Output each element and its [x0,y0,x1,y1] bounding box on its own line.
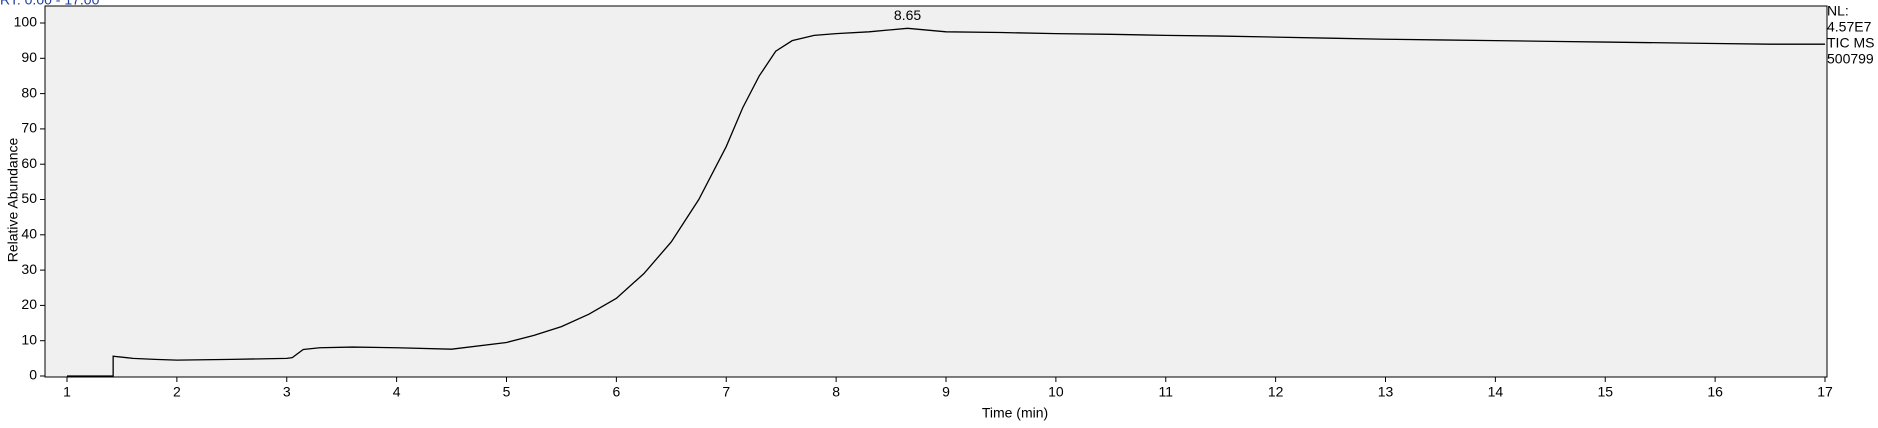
y-tick-label: 50 [21,190,37,206]
x-tick-label: 11 [1158,384,1173,400]
y-axis-label: Relative Abundance [5,138,21,263]
x-tick-label: 7 [722,384,730,400]
note: NL: [1827,3,1849,19]
x-tick-label: 2 [173,384,181,400]
x-tick-label: 16 [1707,384,1723,400]
x-tick-label: 8 [832,384,840,400]
x-tick-label: 6 [612,384,620,400]
y-tick-label: 100 [14,14,38,30]
y-tick-label: 10 [21,331,37,347]
x-tick-label: 5 [503,384,511,400]
y-tick-label: 40 [21,226,37,242]
range-label: RT: 0.00 - 17.00 [0,0,100,8]
note: 4.57E7 [1827,19,1872,35]
note: TIC MS [1827,35,1874,51]
trace [67,27,1825,377]
x-tick-label: 13 [1378,384,1394,400]
x-tick-label: 3 [283,384,291,400]
x-tick-label: 1 [63,384,71,400]
x-tick-label: 10 [1048,384,1064,400]
y-tick-label: 80 [21,84,37,100]
peak-label: 8.65 [894,7,921,23]
y-tick-label: 90 [21,49,37,65]
x-tick-label: 4 [393,384,401,400]
x-tick-label: 17 [1817,384,1833,400]
plot-area [44,5,1828,378]
y-tick-label: 70 [21,120,37,136]
note: 500799 [1827,51,1874,67]
x-tick-label: 9 [942,384,950,400]
x-tick-label: 15 [1597,384,1613,400]
y-tick-label: 30 [21,261,37,277]
x-axis-label: Time (min) [982,405,1048,421]
y-tick-label: 0 [29,367,37,383]
y-tick-label: 20 [21,296,37,312]
x-tick-label: 14 [1488,384,1504,400]
x-tick-label: 12 [1268,384,1284,400]
y-tick-label: 60 [21,155,37,171]
